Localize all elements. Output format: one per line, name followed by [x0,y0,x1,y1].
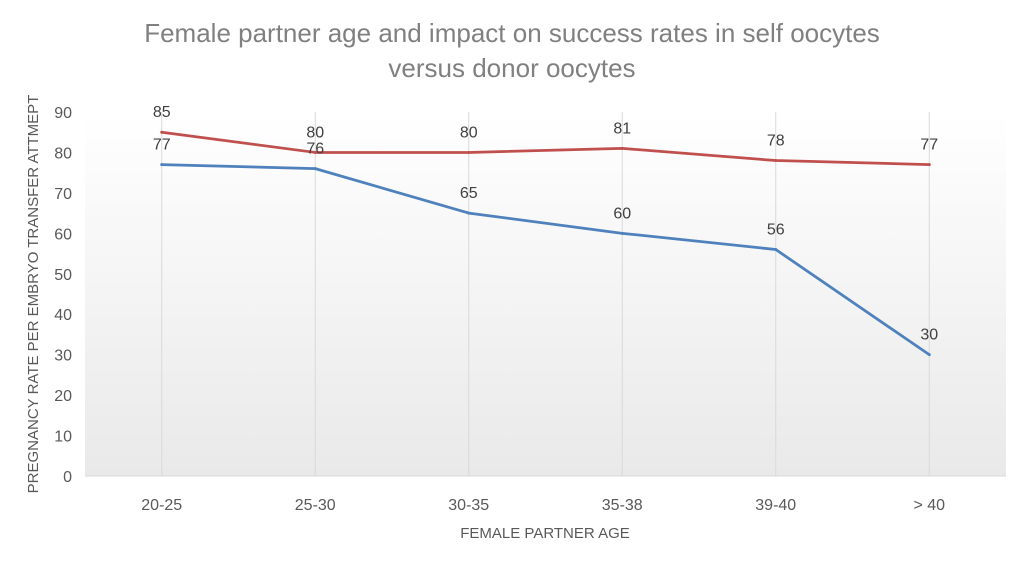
series-2-point [313,150,317,154]
x-tick-label: 25-30 [295,497,336,514]
series-line-1 [160,163,931,357]
series-2-data-label: 85 [153,104,171,121]
x-tick-label: 39-40 [755,497,796,514]
series-1-data-label: 30 [920,327,938,344]
y-tick-label: 40 [54,307,72,324]
x-axis-title: FEMALE PARTNER AGE [460,525,630,542]
series-2-point [467,150,471,154]
series-2-data-label: 78 [767,133,785,150]
y-tick-label: 70 [54,186,72,203]
y-tick-label: 60 [54,226,72,243]
x-tick-label: 20-25 [141,497,182,514]
y-tick-label: 50 [54,267,72,284]
x-tick-label: 35-38 [602,497,643,514]
chart-title-line-2: versus donor oocytes [388,53,635,83]
y-tick-label: 80 [54,145,72,162]
x-tick-label: > 40 [913,497,945,514]
series-1-point [467,211,471,215]
series-2-point [620,146,624,150]
series-1-data-label: 60 [613,205,631,222]
series-2-data-label: 80 [306,124,324,141]
series-1-data-label: 56 [767,222,785,239]
series-1-data-label: 76 [306,141,324,158]
series-1-data-label: 65 [460,185,478,202]
data-labels: 77 76 65 60 56 30 85 80 80 81 78 77 [153,104,938,343]
series-2-data-label: 77 [920,137,938,154]
chart-title-line-1: Female partner age and impact on success… [144,18,880,48]
series-1-point [774,248,778,252]
series-1-point [160,163,164,167]
y-tick-label: 0 [63,469,72,486]
series-2-point [927,163,931,167]
x-tick-label: 30-35 [448,497,489,514]
y-tick-label: 90 [54,105,72,122]
plot-area-background [85,112,1006,476]
y-tick-label: 30 [54,348,72,365]
series-1-data-label: 77 [153,137,171,154]
series-1-point [313,167,317,171]
series-2-point [160,130,164,134]
y-tick-label: 20 [54,388,72,405]
gridlines [161,112,930,476]
x-axis-ticks: 20-25 25-30 30-35 35-38 39-40 > 40 [141,497,945,514]
series-2-data-label: 80 [460,124,478,141]
y-tick-label: 10 [54,429,72,446]
series-lines [160,130,931,357]
series-line-2 [160,130,931,166]
series-2-data-label: 81 [613,120,631,137]
series-2-point [774,159,778,163]
series-1-point [620,231,624,235]
y-axis-ticks: 0 10 20 30 40 50 60 70 80 90 [54,105,72,486]
y-axis-title: PREGNANCY RATE PER EMBRYO TRANSFER ATTME… [25,95,42,494]
series-1-point [927,353,931,357]
